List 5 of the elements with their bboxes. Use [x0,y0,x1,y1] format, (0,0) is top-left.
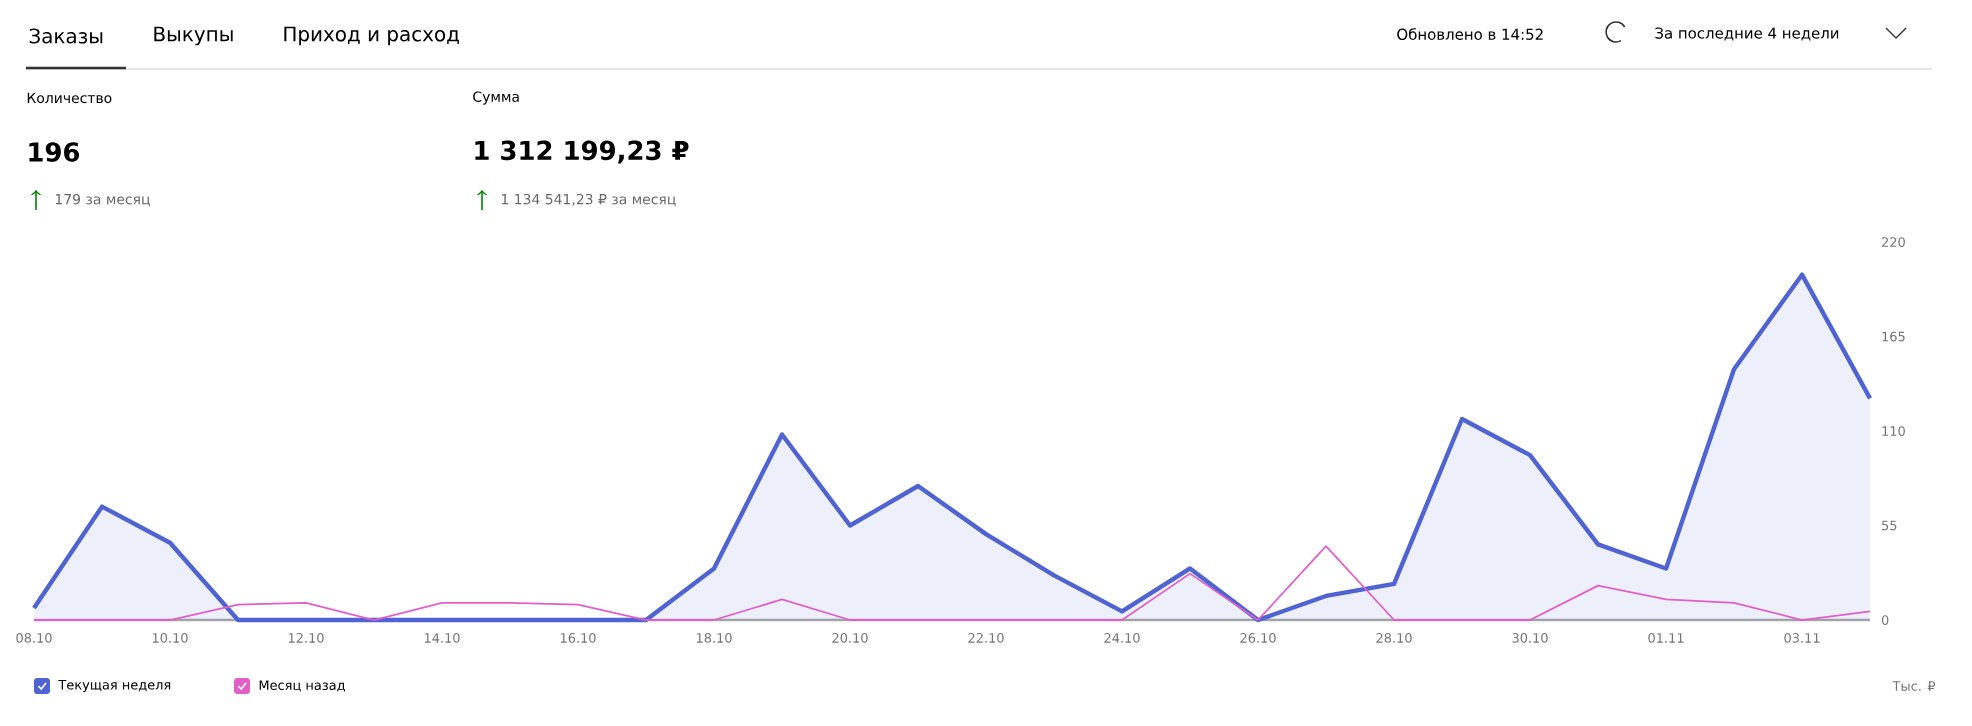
text: Выкупы [154,26,233,46]
text: Заказы [29,28,103,44]
text: Приход и расход [284,26,459,46]
text: 196 [29,142,80,162]
text: 1 312 199,23 ₽ [475,140,689,164]
